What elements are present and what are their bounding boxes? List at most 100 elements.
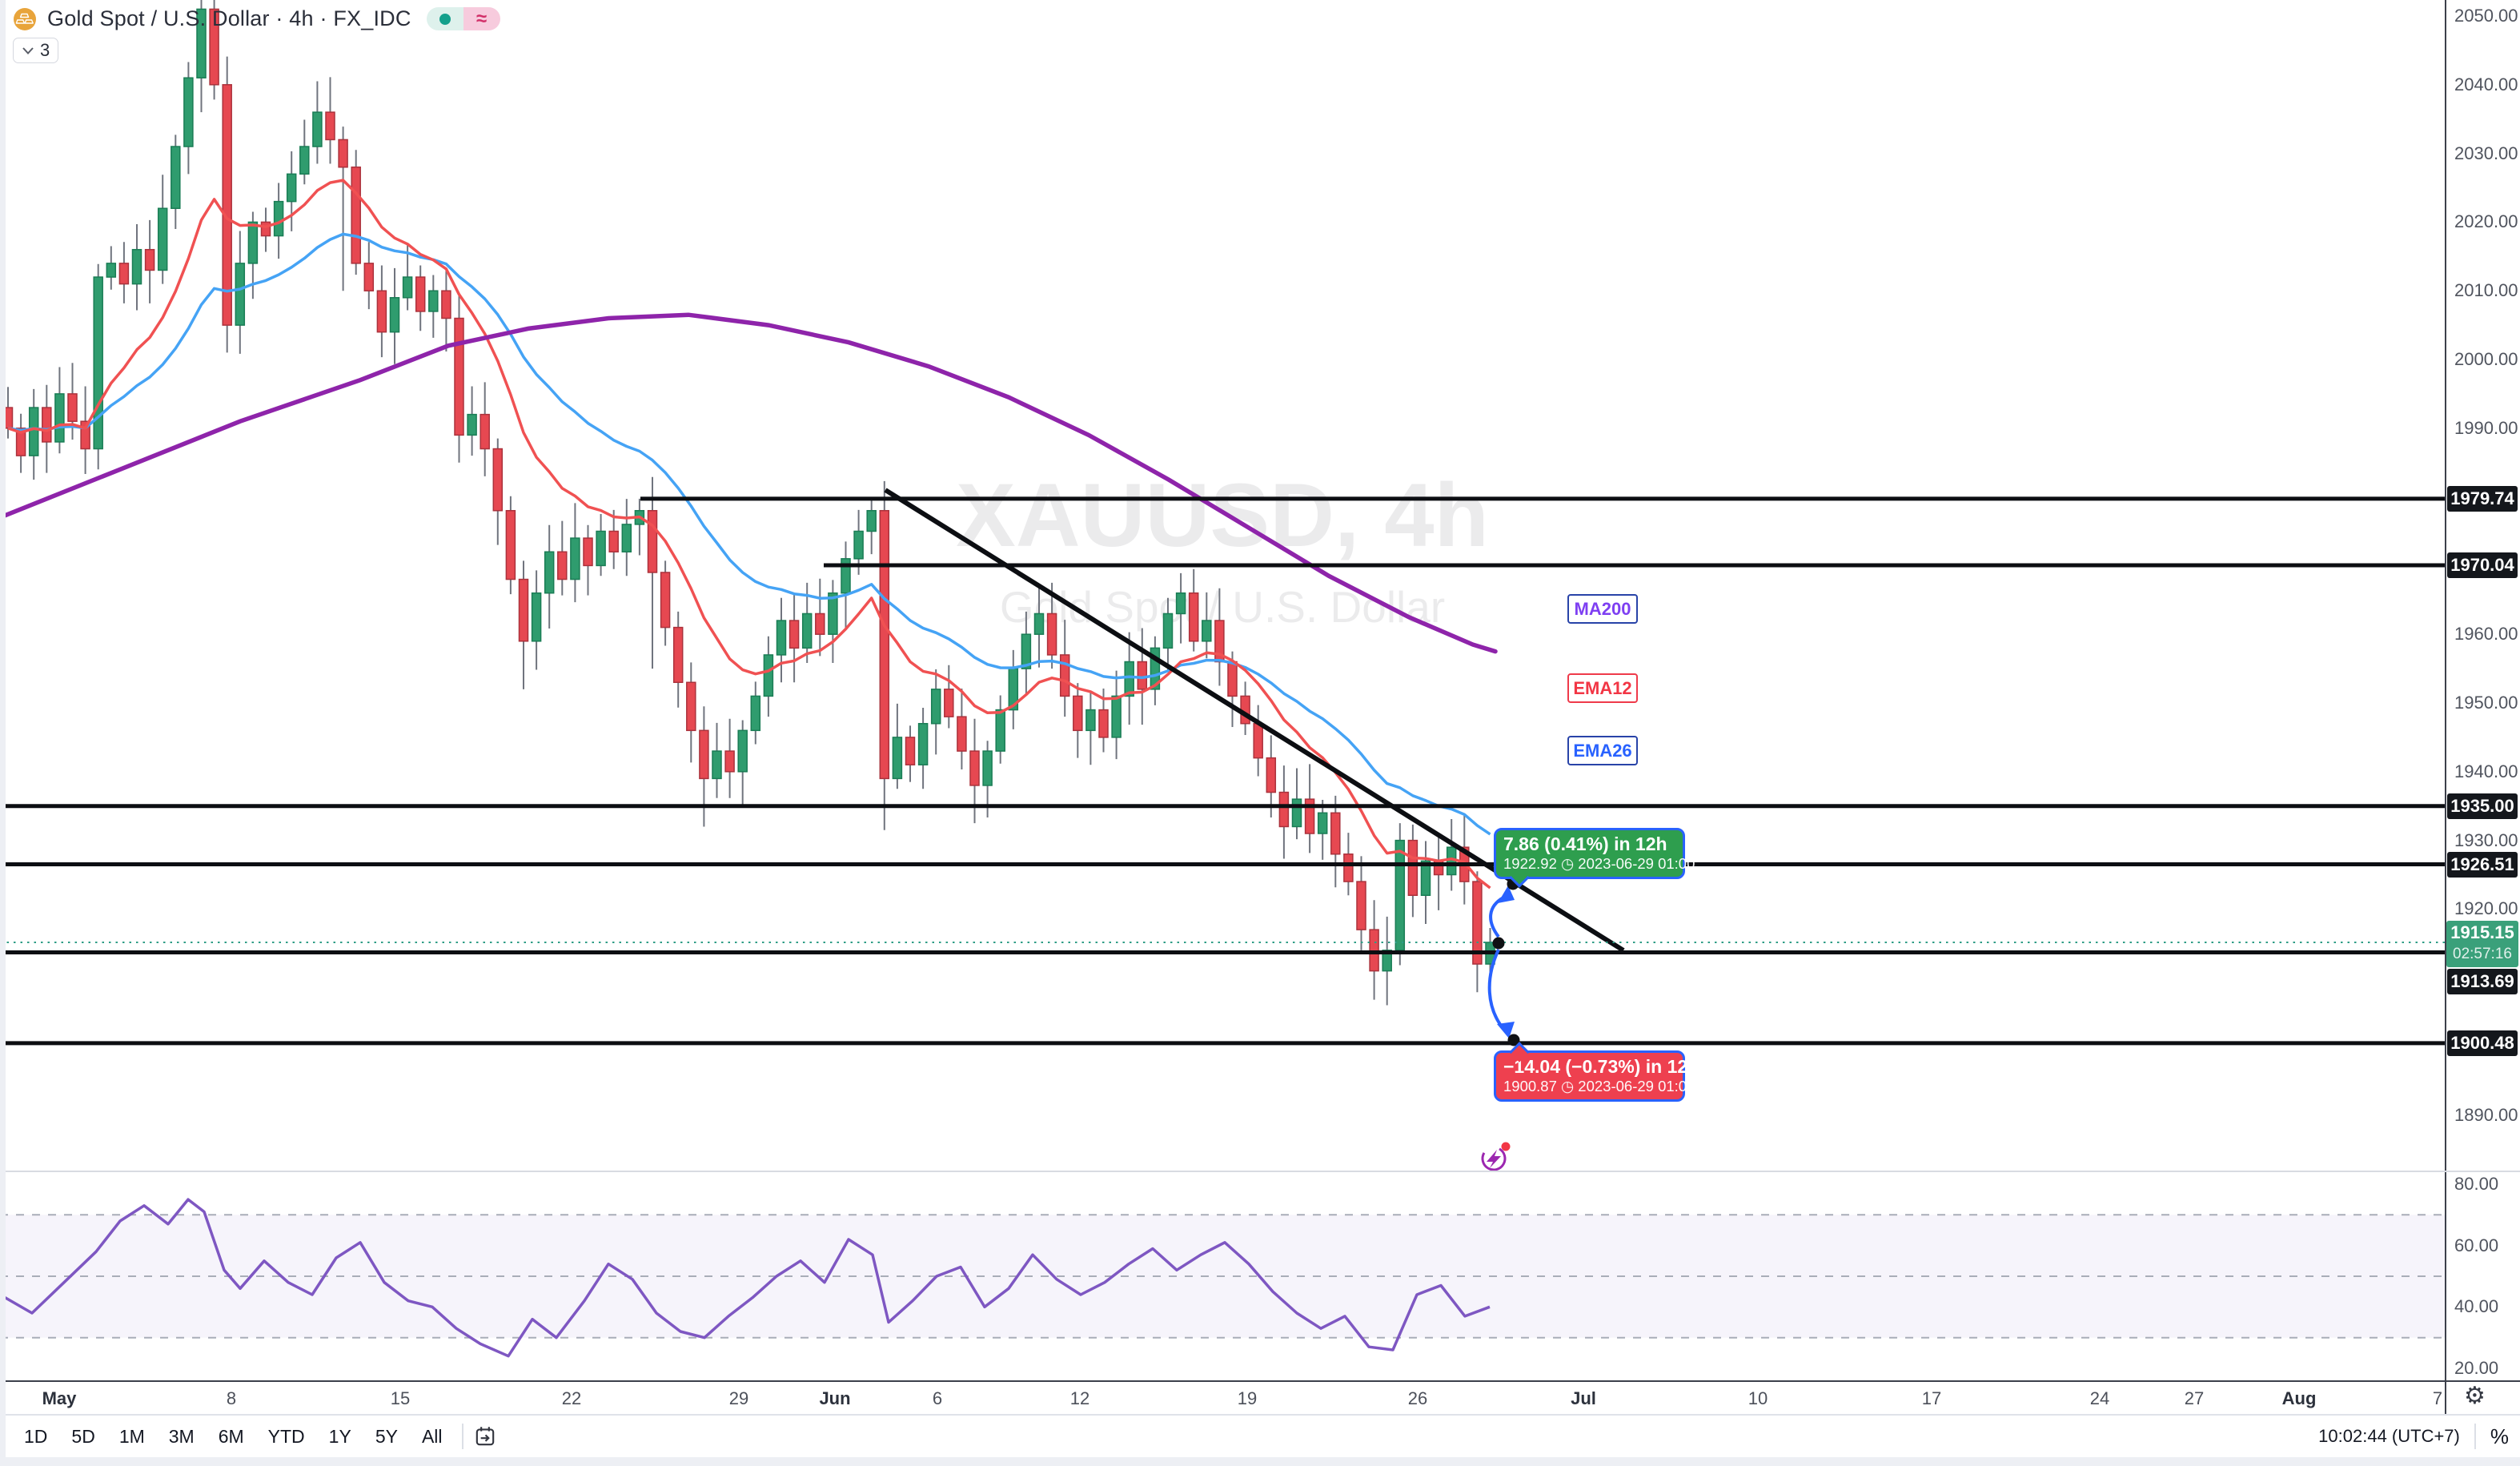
- candle-down[interactable]: [944, 689, 954, 717]
- candle-down[interactable]: [454, 317, 464, 436]
- candle-down[interactable]: [1059, 654, 1070, 697]
- candle-down[interactable]: [15, 428, 26, 456]
- range-button-5d[interactable]: 5D: [71, 1425, 95, 1447]
- time-axis-border[interactable]: [0, 1380, 2520, 1382]
- go-to-date-icon[interactable]: [473, 1424, 497, 1448]
- range-button-ytd[interactable]: YTD: [267, 1425, 305, 1447]
- candle-down[interactable]: [879, 510, 890, 780]
- candle-down[interactable]: [415, 276, 426, 312]
- ma200-label-chip[interactable]: MA200: [1567, 594, 1638, 624]
- candle-down[interactable]: [957, 716, 967, 752]
- candle-down[interactable]: [1266, 757, 1277, 793]
- forecast-up-callout[interactable]: 7.86 (0.41%) in 12h 1922.92 ◷ 2023-06-29…: [1494, 828, 1695, 879]
- candle-down[interactable]: [42, 407, 52, 443]
- candle-down[interactable]: [441, 290, 451, 319]
- range-button-all[interactable]: All: [421, 1425, 443, 1447]
- candle-down[interactable]: [672, 626, 684, 684]
- range-button-6m[interactable]: 6M: [218, 1425, 244, 1447]
- candle-down[interactable]: [1356, 881, 1366, 930]
- candle-up[interactable]: [157, 207, 168, 271]
- range-button-3m[interactable]: 3M: [168, 1425, 195, 1447]
- candle-up[interactable]: [389, 297, 400, 333]
- axis-settings-gear-icon[interactable]: ⚙: [2464, 1383, 2486, 1409]
- candle-up[interactable]: [531, 592, 542, 642]
- candle-down[interactable]: [338, 139, 348, 168]
- market-status-pills[interactable]: ≈: [426, 7, 500, 30]
- candle-up[interactable]: [402, 276, 413, 299]
- candle-down[interactable]: [724, 750, 735, 773]
- ema12-line[interactable]: [7, 179, 1491, 890]
- candle-down[interactable]: [1046, 613, 1057, 656]
- pane-separator[interactable]: [0, 1171, 2520, 1172]
- candle-up[interactable]: [1111, 695, 1122, 738]
- candle-up[interactable]: [801, 613, 813, 649]
- candle-down[interactable]: [1330, 812, 1341, 855]
- candle-up[interactable]: [982, 750, 993, 786]
- candle-down[interactable]: [67, 393, 78, 422]
- candle-down[interactable]: [583, 537, 593, 567]
- candle-up[interactable]: [93, 276, 103, 450]
- candle-up[interactable]: [235, 263, 246, 326]
- candle-down[interactable]: [789, 620, 800, 649]
- candle-down[interactable]: [1253, 722, 1263, 759]
- candle-up[interactable]: [1085, 709, 1096, 732]
- candle-up[interactable]: [196, 8, 207, 78]
- candle-down[interactable]: [209, 8, 219, 86]
- candle-up[interactable]: [1394, 839, 1406, 951]
- candle-up[interactable]: [467, 413, 477, 436]
- candle-down[interactable]: [557, 551, 568, 580]
- candle-down[interactable]: [660, 572, 671, 629]
- candle-up[interactable]: [841, 558, 851, 594]
- approx-data-pill[interactable]: ≈: [463, 7, 500, 30]
- candle-up[interactable]: [54, 393, 65, 443]
- candle-up[interactable]: [750, 695, 761, 732]
- range-button-1m[interactable]: 1M: [118, 1425, 145, 1447]
- candle-up[interactable]: [273, 200, 284, 237]
- candle-up[interactable]: [1175, 592, 1186, 615]
- candle-up[interactable]: [286, 173, 297, 203]
- candle-down[interactable]: [1214, 620, 1225, 663]
- candle-up[interactable]: [28, 407, 39, 456]
- candle-up[interactable]: [995, 709, 1005, 752]
- candle-down[interactable]: [1407, 839, 1419, 896]
- candle-down[interactable]: [1343, 853, 1354, 882]
- rsi-line[interactable]: [0, 1198, 1491, 1358]
- candle-up[interactable]: [247, 221, 259, 264]
- candle-up[interactable]: [183, 77, 194, 147]
- candle-up[interactable]: [570, 537, 580, 580]
- symbol-legend[interactable]: Gold Spot / U.S. Dollar · 4h · FX_IDC ≈: [13, 6, 500, 31]
- candle-up[interactable]: [892, 737, 903, 780]
- candle-up[interactable]: [1021, 633, 1032, 669]
- candle-up[interactable]: [1291, 798, 1302, 828]
- candle-up[interactable]: [1317, 812, 1328, 834]
- percent-scale-button[interactable]: %: [2490, 1424, 2509, 1448]
- candle-up[interactable]: [544, 551, 555, 594]
- candle-up[interactable]: [930, 689, 941, 725]
- candle-up[interactable]: [763, 654, 774, 697]
- candle-down[interactable]: [1369, 929, 1379, 972]
- candle-up[interactable]: [299, 146, 310, 175]
- candle-down[interactable]: [518, 578, 529, 642]
- candle-down[interactable]: [144, 248, 155, 271]
- candle-up[interactable]: [1124, 661, 1134, 697]
- candle-down[interactable]: [260, 221, 271, 237]
- candle-up[interactable]: [106, 263, 117, 278]
- candle-down[interactable]: [1188, 592, 1199, 642]
- candle-down[interactable]: [1472, 881, 1483, 965]
- candle-up[interactable]: [776, 620, 787, 656]
- candle-down[interactable]: [686, 681, 696, 732]
- candle-up[interactable]: [1162, 613, 1174, 649]
- range-button-1d[interactable]: 1D: [24, 1425, 48, 1447]
- candle-down[interactable]: [325, 111, 335, 141]
- candle-up[interactable]: [621, 524, 632, 552]
- candle-down[interactable]: [80, 420, 90, 450]
- candle-up[interactable]: [737, 729, 748, 773]
- candle-up[interactable]: [596, 530, 606, 567]
- candle-down[interactable]: [505, 510, 516, 580]
- ma200-line[interactable]: [0, 312, 1498, 654]
- price-axis-border[interactable]: [2445, 0, 2446, 1414]
- object-tree-chip[interactable]: 3: [13, 38, 59, 63]
- range-button-1y[interactable]: 1Y: [328, 1425, 351, 1447]
- candle-down[interactable]: [1073, 695, 1083, 732]
